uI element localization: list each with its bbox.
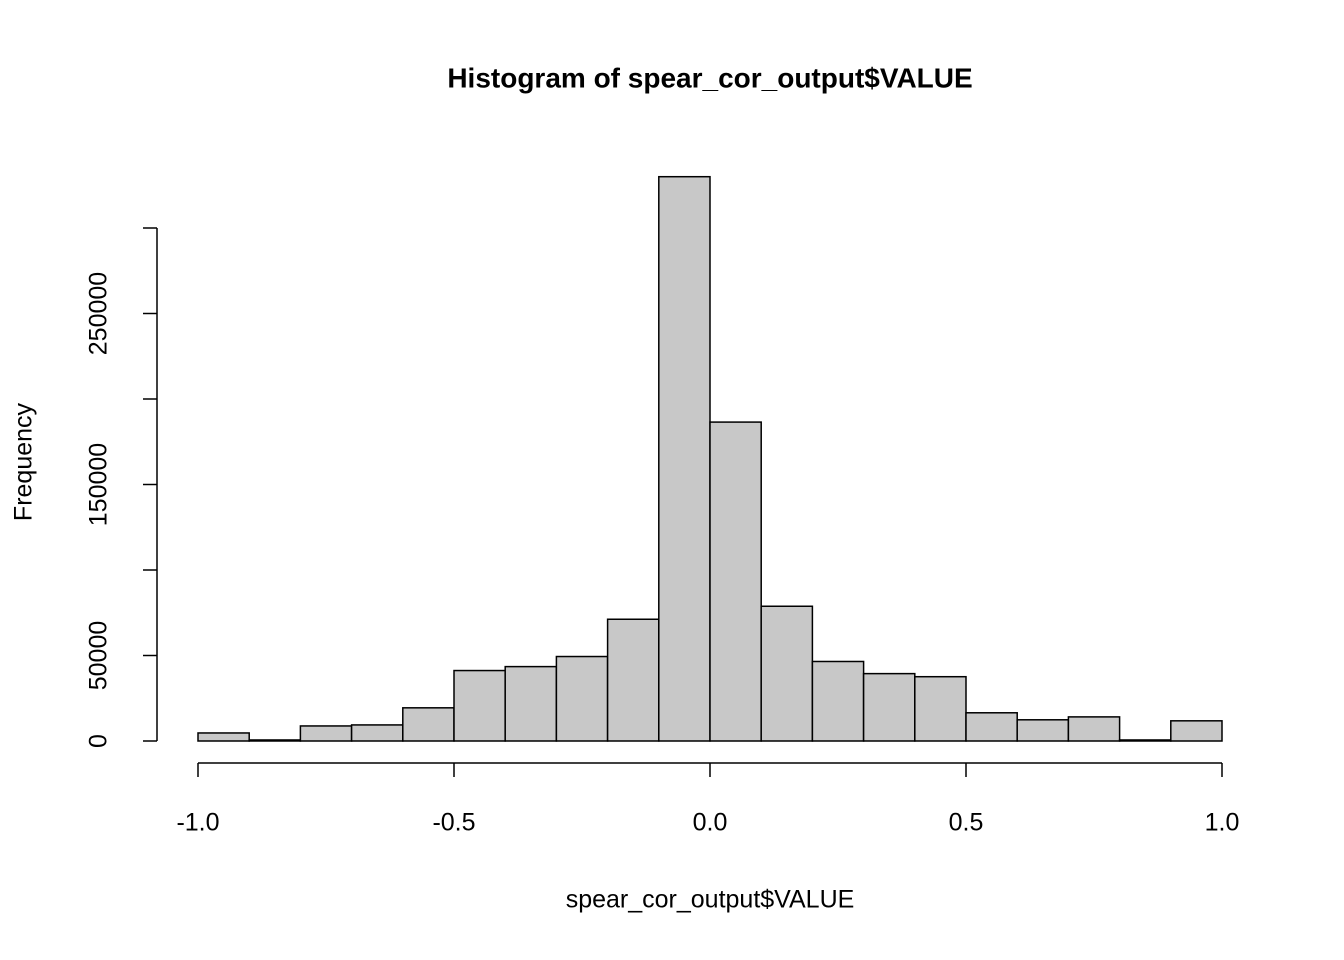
bar: [197, 732, 250, 742]
bar: [965, 712, 1018, 742]
bar: [555, 655, 609, 742]
y-axis-label: Frequency: [10, 402, 38, 521]
x-tick-label: 0.5: [949, 809, 984, 837]
bar: [1016, 719, 1070, 742]
bar: [1067, 716, 1121, 742]
bar: [709, 421, 762, 742]
bar: [914, 675, 967, 742]
bar: [1118, 739, 1172, 742]
bar: [760, 605, 814, 742]
x-tick-label: 1.0: [1205, 809, 1240, 837]
y-tick-label: 150000: [85, 443, 113, 526]
y-tick-label: 250000: [85, 272, 113, 355]
x-tick-label: -0.5: [432, 809, 475, 837]
bar: [811, 660, 865, 742]
bar: [658, 175, 711, 742]
bar: [1170, 720, 1223, 742]
y-tick-label: 0: [85, 734, 113, 748]
bar: [862, 672, 916, 742]
x-axis-label: spear_cor_output$VALUE: [566, 886, 855, 914]
bar: [248, 739, 302, 742]
bar: [453, 669, 506, 742]
y-tick-label: 50000: [85, 621, 113, 691]
x-tick-label: -1.0: [176, 809, 219, 837]
bar: [350, 724, 404, 742]
bar: [606, 618, 660, 742]
chart-title: Histogram of spear_cor_output$VALUE: [447, 62, 972, 93]
bar: [504, 665, 558, 742]
bar: [402, 707, 455, 742]
x-tick-label: 0.0: [693, 809, 728, 837]
bar: [299, 725, 353, 742]
